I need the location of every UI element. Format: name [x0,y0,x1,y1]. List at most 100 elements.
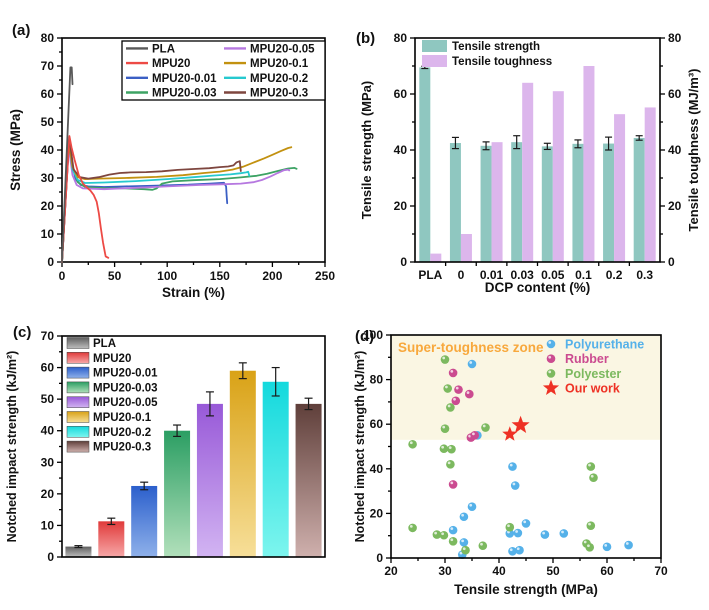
point-polyurethane [459,512,469,522]
y-tick-label: 60 [41,361,55,375]
point-polyester [461,545,470,555]
point-highlight [587,544,590,548]
panel-c-legend: PLA MPU20 MPU20-0.01 MPU20-0.03 MPU20-0.05 MP… [66,337,158,454]
point-polyester [439,444,449,454]
point-circle [546,369,556,378]
point-circle [513,528,523,538]
x-tick-label: 40 [492,564,506,578]
x-axis-title: DCP content (%) [485,280,591,295]
bar-tensile-strength [541,146,553,262]
x-tick-label: 20 [384,564,398,578]
legend-label: MPU20-0.03 [93,382,158,394]
y-tick-label: 70 [41,329,55,343]
point-circle [559,529,569,538]
legend-swatch [66,337,90,349]
point-polyurethane [540,530,550,539]
point-polyester [408,439,417,449]
point-circle [408,439,417,449]
legend-label: MPU20-0.01 [93,368,158,380]
bar-tensile-toughness [644,107,656,262]
bar-tensile-toughness [522,82,534,262]
error-bar [140,481,149,491]
y-tick-label: 80 [394,31,408,45]
y-tick-label: 0 [400,255,407,269]
scatter-series-our-work [502,415,530,441]
bar-MPU20-0.2 [262,381,289,557]
y-tick-label: 80 [668,31,682,45]
y-tick-label: 50 [41,392,55,406]
point-highlight [461,539,464,543]
legend-swatch [66,411,90,423]
panel-d-label: (d) [355,328,375,345]
point-polyester [443,384,452,393]
point-circle [602,542,612,552]
point-rubber [465,389,474,399]
x-tick-label: 100 [157,269,177,283]
legend-label: MPU20-0.1 [93,412,152,424]
panel-c-label: (c) [13,324,32,341]
legend-label: MPU20-0.2 [93,427,151,439]
error-bar [107,517,116,526]
legend-label: MPU20-0.3 [93,442,151,454]
point-circle [589,473,598,483]
point-highlight [447,404,451,408]
bar-tensile-toughness [491,142,503,262]
panel-c-impact-strength-chart: 0 10 20 30 40 50 60 70 Notched impact strength (… [5,329,326,564]
point-polyester [408,523,417,533]
point-highlight [468,434,472,438]
point-highlight [515,530,518,533]
bar-MPU20 [98,521,125,557]
bar-MPU20-0.05 [196,403,223,557]
legend-label: MPU20-0.03 [152,88,217,100]
legend-swatch [66,426,90,438]
bar-tensile-strength [603,143,615,262]
point-polyester [505,522,515,532]
point-rubber [451,396,461,406]
point-circle [508,462,517,471]
panel-a-stress-strain-chart: 0 50 100 150 200 250 0 10 20 30 40 50 60 70 80 Strain (… [8,31,335,300]
point-circle [459,538,469,547]
legend-swatch [66,352,90,364]
bar-tensile-toughness [614,114,626,262]
panel-a-legend: PLA MPU20 MPU20-0.01 MPU20-0.03 MPU20-0.05 MP… [121,40,326,101]
y-tick-label: 30 [41,455,55,469]
bar-tensile-toughness [430,253,442,262]
point-circle [440,424,450,433]
y-tick-label: 20 [668,199,682,213]
line-series-PLA [61,66,74,263]
point-highlight [453,397,456,401]
legend-label: MPU20-0.2 [250,73,308,85]
panel-b-strength-toughness-chart: PLA 0 0.01 0.03 0.05 0.1 0.2 0.3 0 20 40 60 80 0 20 40 6… [359,31,701,295]
y-tick-label: 20 [394,199,408,213]
point-highlight [442,425,446,429]
point-highlight [548,341,552,344]
legend-label: Rubber [565,352,609,366]
x-tick-label: 50 [546,564,560,578]
point-highlight [466,391,470,394]
point-highlight [588,463,591,467]
point-highlight [472,432,475,436]
point-highlight [590,474,594,478]
point-polyester [589,473,598,483]
legend-label: MPU20-0.1 [250,58,309,70]
point-circle [440,355,450,364]
legend-label: MPU20-0.05 [93,397,158,409]
point-circle [585,542,595,552]
legend-dot [546,354,556,363]
legend-swatch [422,40,447,52]
error-bar [205,391,214,417]
point-highlight [625,542,629,545]
x-axis-title: Tensile strength (MPa) [454,582,598,597]
point-highlight [459,551,463,555]
point-highlight [448,446,452,450]
line-series-MPU20-0.3 [61,136,242,263]
x-tick-label: 0 [59,269,66,283]
y-axis-title: Notched impact strength (kJ/m²) [354,351,367,543]
point-polyester [432,530,442,539]
point-polyester [446,403,455,412]
bar-tensile-strength [480,145,492,262]
x-tick-label: 70 [654,564,668,578]
y-tick-label: 40 [41,424,55,438]
line-series-MPU20-0.03 [61,142,298,263]
